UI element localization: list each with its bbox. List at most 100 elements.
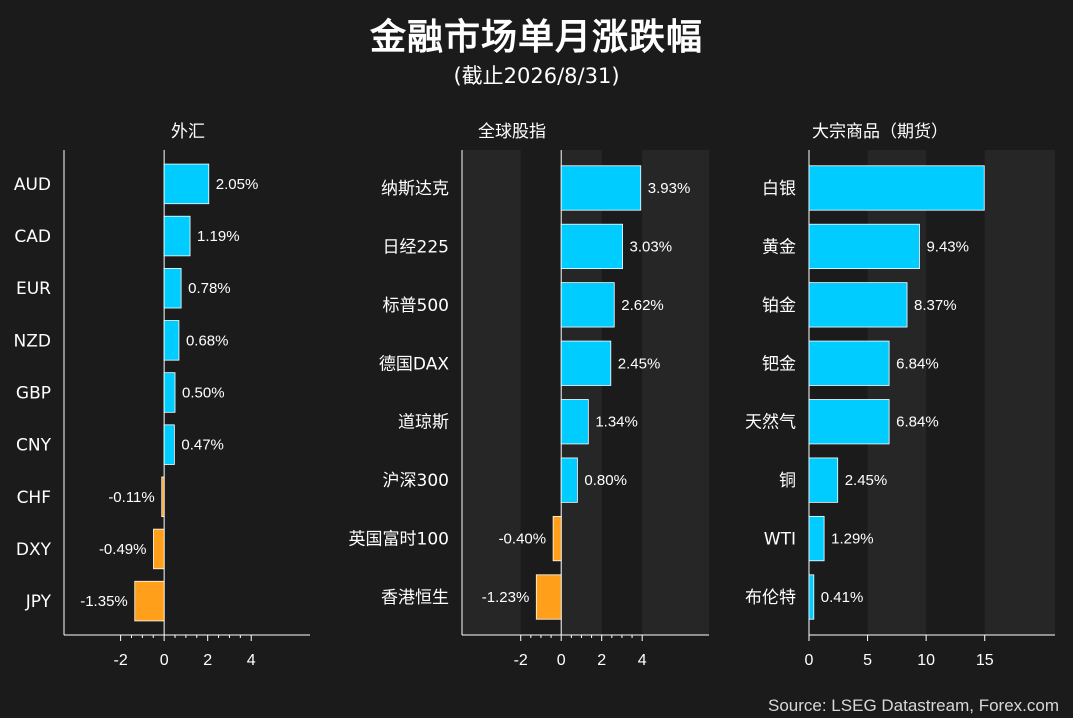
category-label: 英国富时100: [349, 530, 449, 550]
x-tick-label: 5: [863, 652, 872, 669]
bar: [808, 165, 985, 211]
category-label: 铂金: [762, 296, 796, 316]
category-label: 布伦特: [745, 588, 796, 608]
x-tick-label: 2: [203, 652, 212, 669]
x-tick-label: 15: [976, 652, 994, 669]
x-tick-label: 4: [247, 652, 256, 669]
panel-1: 全球股指 -2 0 2 4 纳斯达克 3.93% 日经225 3.03% 标普500 2.62% 德国…: [349, 122, 709, 669]
bar: [163, 424, 175, 465]
bar: [560, 282, 615, 328]
value-label: 6.84%: [896, 355, 939, 372]
x-tick-label: 10: [917, 652, 935, 669]
value-label: 0.41%: [821, 589, 864, 606]
panel-title: 全球股指: [478, 122, 546, 142]
bar: [134, 580, 165, 622]
category-label: 铜: [779, 471, 796, 491]
stripe-band: [984, 150, 1055, 635]
bar: [808, 340, 890, 386]
value-label: 3.03%: [630, 238, 673, 255]
value-label: -0.11%: [108, 489, 154, 506]
chart-subtitle: (截止2026/8/31): [453, 64, 620, 88]
category-label: CAD: [14, 227, 51, 247]
chart-title: 金融市场单月涨跌幅: [369, 17, 703, 58]
value-label: 6.84%: [896, 414, 939, 431]
category-label: 白银: [762, 179, 796, 199]
value-label: 0.68%: [186, 332, 229, 349]
category-label: 道琼斯: [398, 413, 449, 433]
panel-0: 外汇 -2 0 2 4 AUD 2.05% CAD 1.19% EUR 0.78% NZD 0.68% G…: [14, 122, 310, 669]
x-tick-label: -2: [113, 652, 127, 669]
bar: [808, 574, 815, 620]
bar: [808, 457, 839, 503]
bar: [163, 163, 210, 205]
value-label: 0.50%: [182, 385, 225, 402]
category-label: 标普500: [383, 296, 449, 316]
category-label: CNY: [16, 436, 52, 456]
panel-title: 外汇: [171, 122, 205, 142]
category-label: CHF: [17, 488, 51, 508]
bar: [163, 320, 180, 361]
x-tick-label: 0: [805, 652, 814, 669]
bar: [153, 528, 165, 570]
bar: [560, 340, 612, 386]
value-label: -1.23%: [482, 589, 530, 606]
x-tick-label: 0: [557, 652, 566, 669]
bar: [808, 515, 825, 562]
value-label: -1.35%: [80, 593, 128, 610]
bar: [535, 574, 562, 620]
bar: [163, 372, 176, 413]
value-label: -0.40%: [499, 531, 547, 548]
value-label: 1.34%: [595, 414, 638, 431]
category-label: EUR: [16, 279, 51, 299]
stripe-band: [642, 150, 709, 635]
x-tick-label: 0: [160, 652, 169, 669]
category-label: JPY: [25, 592, 52, 612]
category-label: 钯金: [762, 354, 796, 374]
value-label: -0.49%: [99, 541, 147, 558]
category-label: 沪深300: [383, 471, 449, 491]
panel-title: 大宗商品（期货）: [812, 122, 948, 142]
value-label: 8.37%: [914, 297, 957, 314]
category-label: 香港恒生: [381, 588, 449, 608]
category-label: WTI: [764, 530, 796, 550]
x-tick-label: -2: [514, 652, 528, 669]
value-label: 3.93%: [648, 180, 691, 197]
category-label: 黄金: [762, 237, 796, 257]
value-label: 0.78%: [188, 280, 231, 297]
source-note: Source: LSEG Datastream, Forex.com: [768, 696, 1059, 715]
bar: [560, 165, 642, 211]
value-label: 0.80%: [584, 472, 627, 489]
category-label: 日经225: [383, 237, 449, 257]
stripe-band: [561, 150, 602, 635]
stripe-band: [462, 150, 521, 635]
category-label: DXY: [16, 540, 52, 560]
value-label: 2.45%: [845, 472, 888, 489]
value-label: 9.43%: [926, 238, 969, 255]
stripe-band: [867, 150, 927, 635]
bar: [560, 399, 589, 445]
bar: [552, 515, 562, 562]
bar: [161, 476, 165, 518]
bar: [163, 215, 191, 257]
category-label: 纳斯达克: [381, 179, 449, 199]
value-label: 2.05%: [216, 176, 259, 193]
value-label: 2.62%: [621, 297, 664, 314]
value-label: 0.47%: [181, 437, 224, 454]
category-label: 天然气: [745, 413, 796, 433]
value-label: 2.45%: [618, 355, 661, 372]
bar: [808, 399, 890, 445]
bar: [808, 282, 908, 328]
bar: [560, 223, 623, 270]
x-tick-label: 2: [597, 652, 606, 669]
category-label: 德国DAX: [379, 354, 449, 374]
category-label: AUD: [14, 175, 51, 195]
bar: [808, 223, 920, 270]
category-label: NZD: [14, 331, 51, 351]
category-label: GBP: [16, 384, 51, 404]
value-label: 1.29%: [831, 531, 874, 548]
bar: [560, 457, 578, 503]
bar: [163, 267, 182, 309]
value-label: 1.19%: [197, 228, 240, 245]
